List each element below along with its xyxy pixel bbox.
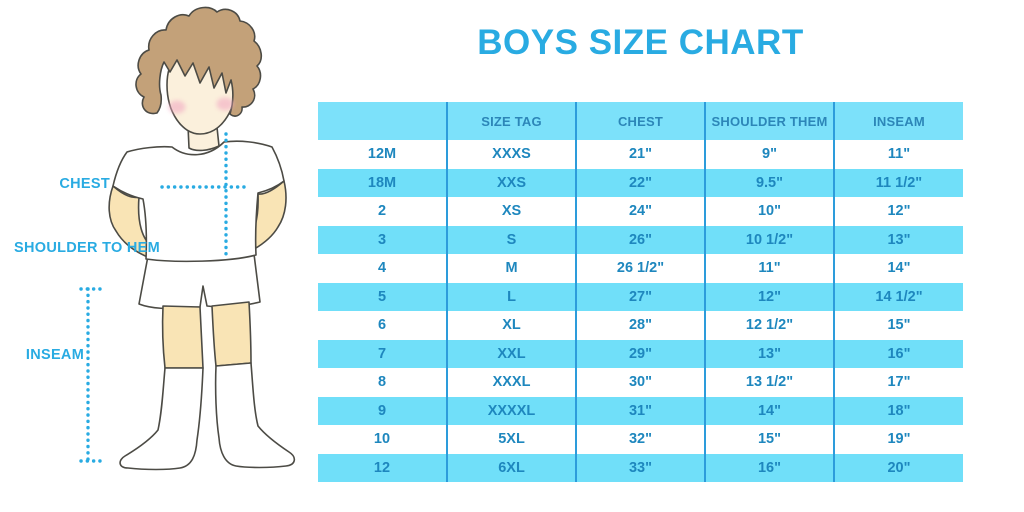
boy-shirt [112, 140, 285, 263]
table-cell: 8 [318, 368, 447, 397]
table-cell: S [446, 225, 576, 254]
table-cell: 17" [833, 368, 963, 397]
table-cell: 33" [575, 453, 705, 482]
boy-left-sock [119, 367, 204, 471]
table-cell: 26" [575, 225, 705, 254]
table-cell: 14" [833, 254, 963, 283]
boy-left-leg [161, 305, 204, 369]
table-cell: 15" [833, 311, 963, 340]
table-cell: 14 1/2" [833, 282, 963, 311]
table-cell: 2 [318, 197, 447, 226]
table-cell: XXXL [446, 368, 576, 397]
table-cell: XL [446, 311, 576, 340]
table-cell: 12" [704, 282, 834, 311]
table-cell: 11 1/2" [833, 168, 963, 197]
table-cell: L [446, 282, 576, 311]
table-cell: 13" [833, 225, 963, 254]
table-cell: 13 1/2" [704, 368, 834, 397]
column-header: SHOULDER THEM [704, 102, 834, 140]
size-table-header-row: SIZE TAG CHEST SHOULDER THEM INSEAM [318, 102, 963, 140]
table-cell: 11" [833, 140, 963, 169]
boy-shorts [138, 253, 261, 310]
table-cell: 14" [704, 396, 834, 425]
table-cell: 5XL [446, 425, 576, 454]
table-cell: 27" [575, 282, 705, 311]
table-cell: XXXXL [446, 396, 576, 425]
table-cell: 16" [833, 339, 963, 368]
table-cell: 6 [318, 311, 447, 340]
column-header: INSEAM [833, 102, 963, 140]
size-table-body: 12M XXXS 21" 9" 11" 18M XXS 22" 9.5" 11 1/2" 2 XS 24… [318, 140, 963, 482]
table-cell: 3 [318, 225, 447, 254]
table-row: 9 XXXXL 31" 14" 18" [318, 396, 963, 425]
table-cell: 10" [704, 197, 834, 226]
table-cell: XXL [446, 339, 576, 368]
table-row: 8 XXXL 30" 13 1/2" 17" [318, 368, 963, 397]
table-row: 6 XL 28" 12 1/2" 15" [318, 311, 963, 340]
table-cell: 21" [575, 140, 705, 169]
table-cell: 15" [704, 425, 834, 454]
table-cell: 10 1/2" [704, 225, 834, 254]
table-row: 3 S 26" 10 1/2" 13" [318, 225, 963, 254]
table-cell: 7 [318, 339, 447, 368]
inseam-label: INSEAM [25, 347, 85, 363]
table-row: 5 L 27" 12" 14 1/2" [318, 282, 963, 311]
column-header: SIZE TAG [446, 102, 576, 140]
table-row: 10 5XL 32" 15" 19" [318, 425, 963, 454]
table-cell: 9.5" [704, 168, 834, 197]
table-row: 7 XXL 29" 13" 16" [318, 339, 963, 368]
table-cell: 4 [318, 254, 447, 283]
table-cell: 31" [575, 396, 705, 425]
table-cell: M [446, 254, 576, 283]
table-row: 2 XS 24" 10" 12" [318, 197, 963, 226]
table-cell: XXXS [446, 140, 576, 169]
table-row: 18M XXS 22" 9.5" 11 1/2" [318, 168, 963, 197]
boy-hair [135, 6, 263, 117]
table-cell: 9" [704, 140, 834, 169]
page-title: BOYS SIZE CHART [477, 23, 804, 62]
table-cell: 24" [575, 197, 705, 226]
shoulder-to-hem-label: SHOULDER TO HEM [14, 240, 161, 256]
column-header [318, 102, 447, 140]
table-cell: 30" [575, 368, 705, 397]
table-cell: 22" [575, 168, 705, 197]
table-cell: 20" [833, 453, 963, 482]
table-cell: 16" [704, 453, 834, 482]
table-cell: 6XL [446, 453, 576, 482]
table-cell: 10 [318, 425, 447, 454]
table-cell: 12" [833, 197, 963, 226]
table-cell: XS [446, 197, 576, 226]
table-cell: 12M [318, 140, 447, 169]
table-cell: 18M [318, 168, 447, 197]
table-cell: 12 [318, 453, 447, 482]
table-cell: 32" [575, 425, 705, 454]
table-cell: 5 [318, 282, 447, 311]
size-table: SIZE TAG CHEST SHOULDER THEM INSEAM 12M XXXS… [318, 102, 963, 482]
boy-right-cheek [216, 97, 234, 111]
size-table-header: SIZE TAG CHEST SHOULDER THEM INSEAM [318, 102, 963, 140]
table-cell: 28" [575, 311, 705, 340]
table-row: 12 6XL 33" 16" 20" [318, 453, 963, 482]
table-cell: XXS [446, 168, 576, 197]
table-cell: 19" [833, 425, 963, 454]
table-cell: 18" [833, 396, 963, 425]
chest-label: CHEST [59, 176, 110, 192]
table-cell: 29" [575, 339, 705, 368]
boy-right-sock [214, 362, 296, 469]
table-cell: 26 1/2" [575, 254, 705, 283]
boy-left-cheek [168, 100, 186, 114]
table-cell: 11" [704, 254, 834, 283]
table-cell: 12 1/2" [704, 311, 834, 340]
boy-right-leg [211, 301, 252, 367]
table-cell: 9 [318, 396, 447, 425]
table-row: 4 M 26 1/2" 11" 14" [318, 254, 963, 283]
column-header: CHEST [575, 102, 705, 140]
table-row: 12M XXXS 21" 9" 11" [318, 140, 963, 169]
table-cell: 13" [704, 339, 834, 368]
